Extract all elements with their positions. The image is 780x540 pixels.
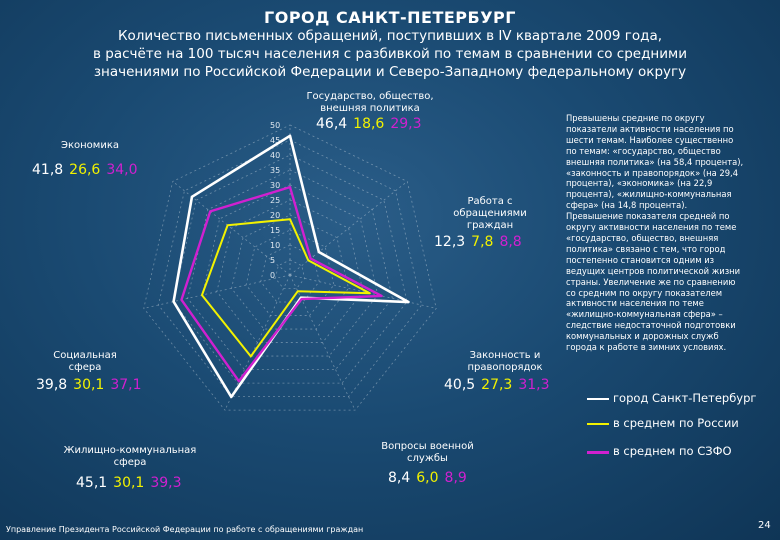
value-szfo: 31,3 [518,377,550,393]
tick-label: 30 [270,181,280,190]
grid-ring [216,199,364,343]
tick-label: 25 [270,196,280,205]
series-line-1 [200,218,371,358]
grid-ring [157,139,423,398]
value-szfo: 34,0 [106,162,138,178]
value-russia: 30,1 [113,475,145,491]
value-spb: 40,5 [444,377,476,393]
values-economy: 41,8 26,6 34,0 [32,162,138,178]
axis-label-military: Вопросы военной службы [381,441,474,464]
grid-ring [187,169,393,371]
tick-label: 20 [270,211,280,220]
axis-spoke [289,181,408,276]
legend-swatch-spb [587,398,609,400]
axis-spoke [172,181,291,276]
page-number: 24 [758,520,771,531]
value-spb: 12,3 [434,234,466,250]
tick-label: 10 [270,241,280,250]
axis-spoke [289,274,437,309]
grid-ring [231,214,349,330]
series-line-2 [180,185,383,383]
grid-ring [143,124,437,411]
values-government: 46,4 18,6 29,3 [316,116,422,132]
values-law: 40,5 27,3 31,3 [444,377,550,393]
value-russia: 7,8 [471,234,494,250]
value-szfo: 29,3 [390,116,422,132]
grid-ring [274,259,306,289]
value-russia: 6,0 [416,470,439,486]
value-russia: 30,1 [73,377,105,393]
tick-label: 15 [270,226,280,235]
tick-label: 0 [270,271,275,280]
side-note: Превышены средние по округу показатели а… [566,113,744,353]
axis-label-appeals: Работа с обращениями граждан [453,196,527,231]
value-spb: 39,8 [36,377,68,393]
tick-label: 5 [270,256,275,265]
value-szfo: 37,1 [110,377,142,393]
value-szfo: 8,9 [444,470,467,486]
grid-ring [172,154,408,384]
value-spb: 41,8 [32,162,64,178]
value-russia: 18,6 [353,116,385,132]
values-housing: 45,1 30,1 39,3 [76,475,182,491]
grid-ring [201,184,379,357]
legend-item-szfo: в среднем по СЗФО [587,444,767,460]
axis-label-law: Законность и правопорядок [467,350,543,373]
tick-label: 35 [270,166,280,175]
legend-item-russia: в среднем по России [587,416,767,432]
legend-label-russia: в среднем по России [613,416,739,430]
tick-label: 45 [270,136,280,145]
legend-swatch-szfo [587,451,609,454]
axis-spoke [224,274,291,411]
legend-item-spb: город Санкт-Петербург [587,391,767,407]
values-military: 8,4 6,0 8,9 [388,470,467,486]
value-russia: 26,6 [69,162,101,178]
page-subtitle: Количество письменных обращений, поступи… [93,28,687,80]
values-appeals: 12,3 7,8 8,8 [434,234,522,250]
axis-spoke [143,274,291,309]
legend-label-spb: город Санкт-Петербург [613,391,757,405]
tick-label: 50 [270,121,280,130]
page-title: ГОРОД САНКТ-ПЕТЕРБУРГ [264,8,516,27]
values-social: 39,8 30,1 37,1 [36,377,142,393]
value-spb: 45,1 [76,475,108,491]
legend-swatch-russia [587,423,609,425]
value-spb: 8,4 [388,470,411,486]
axis-label-economy: Экономика [60,140,119,151]
axis-spoke [289,274,356,411]
value-spb: 46,4 [316,116,348,132]
axis-label-social: Социальная сфера [53,350,117,373]
value-szfo: 39,3 [150,475,182,491]
axis-label-government: Государство, общество, внешняя политика [306,91,434,114]
tick-label: 40 [270,151,280,160]
legend-label-szfo: в среднем по СЗФО [613,444,732,458]
series-line-0 [172,134,410,399]
footer-text: Управление Президента Российской Федерац… [6,525,364,534]
value-szfo: 8,8 [499,234,522,250]
value-russia: 27,3 [481,377,513,393]
axis-label-housing: Жилищно-коммунальная сфера [63,445,197,468]
